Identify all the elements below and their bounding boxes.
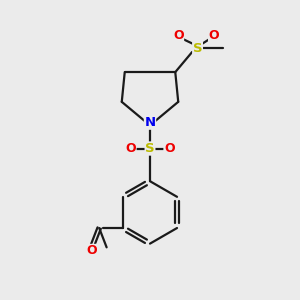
Text: O: O: [208, 29, 219, 42]
Text: O: O: [125, 142, 136, 155]
Text: O: O: [173, 29, 184, 42]
Text: S: S: [193, 42, 202, 55]
Text: O: O: [164, 142, 175, 155]
Text: O: O: [86, 244, 97, 257]
Text: N: N: [144, 116, 156, 129]
Text: S: S: [145, 142, 155, 155]
